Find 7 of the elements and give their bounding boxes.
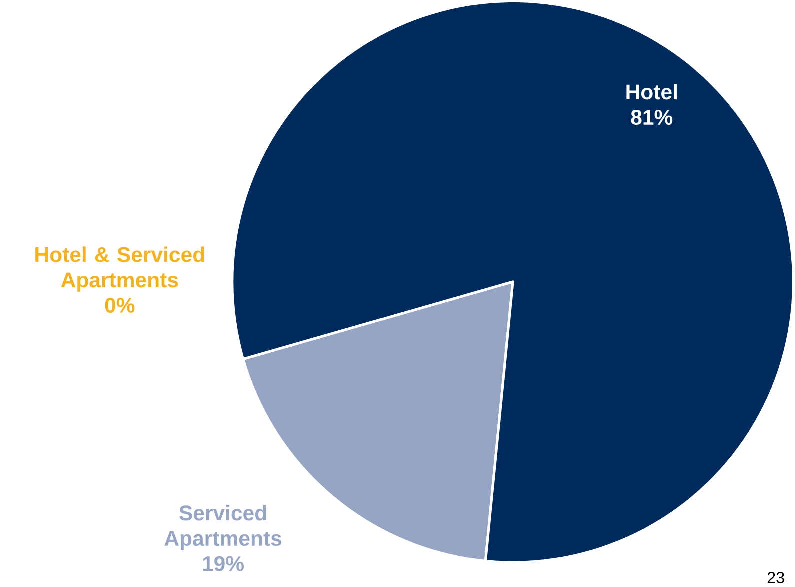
slice-label: Serviced Apartments — [164, 505, 282, 550]
data-label: 81% — [631, 110, 673, 126]
text: 0% — [105, 298, 135, 314]
text: 23 — [768, 572, 784, 584]
category-label: Hotel & Serviced Apartments — [36, 246, 204, 292]
data-label: 19% — [203, 556, 244, 572]
slice-label: Hotel — [626, 84, 677, 100]
